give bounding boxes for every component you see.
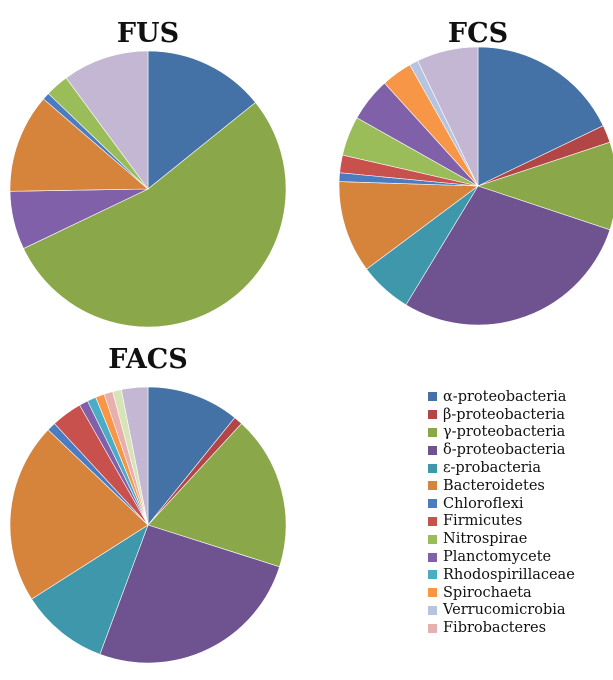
legend-label: Firmicutes [443, 513, 523, 530]
legend-label: Rhodospirillaceae [443, 566, 575, 583]
legend-item: Bacteroidetes [428, 477, 575, 495]
legend-label: δ-proteobacteria [443, 442, 566, 459]
legend-swatch [428, 534, 437, 544]
pie-slice [9, 429, 149, 600]
legend-item: Spirochaeta [428, 584, 575, 602]
legend-label: ε-probacteria [443, 460, 542, 477]
legend-label: Fibrobacteres [443, 620, 547, 637]
legend-item: α-proteobacteria [428, 388, 575, 406]
legend-label: γ-proteobacteria [443, 424, 566, 441]
legend-swatch [428, 481, 437, 491]
pie-fcs [338, 46, 613, 326]
legend-label: Nitrospirae [443, 531, 528, 548]
pie-slice [477, 46, 604, 187]
legend: α-proteobacteria β-proteobacteria γ-prot… [428, 388, 575, 637]
legend-swatch [428, 463, 437, 473]
legend-item: β-proteobacteria [428, 406, 575, 424]
legend-label: α-proteobacteria [443, 388, 567, 405]
legend-swatch [428, 605, 437, 615]
legend-label: Chloroflexi [443, 495, 524, 512]
legend-item: Rhodospirillaceae [428, 566, 575, 584]
legend-label: Planctomycete [443, 549, 552, 566]
legend-label: Verrucomicrobia [443, 602, 566, 619]
legend-item: Firmicutes [428, 513, 575, 531]
pie-slice [65, 50, 149, 190]
pie-slice [477, 141, 613, 231]
legend-swatch [428, 392, 437, 402]
legend-item: Chloroflexi [428, 495, 575, 513]
pie-fus [9, 50, 287, 328]
legend-label: Spirochaeta [443, 584, 532, 601]
legend-swatch [428, 445, 437, 455]
pie-slice [120, 386, 149, 526]
legend-swatch [428, 623, 437, 633]
pie-slice [417, 46, 479, 187]
legend-swatch [428, 427, 437, 437]
legend-label: β-proteobacteria [443, 406, 566, 423]
pie-slice [31, 524, 149, 655]
legend-swatch [428, 410, 437, 420]
pie-slice [147, 50, 256, 190]
pie-slice [147, 386, 236, 526]
legend-swatch [428, 552, 437, 562]
legend-item: Nitrospirae [428, 530, 575, 548]
legend-item: Verrucomicrobia [428, 602, 575, 620]
pie-slice [9, 98, 149, 192]
legend-item: Fibrobacteres [428, 619, 575, 637]
chart-title-fus: FUS [117, 18, 179, 49]
pie-slice [338, 181, 479, 270]
legend-item: δ-proteobacteria [428, 441, 575, 459]
legend-item: γ-proteobacteria [428, 424, 575, 442]
legend-item: Planctomycete [428, 548, 575, 566]
legend-swatch [428, 499, 437, 509]
chart-title-facs: FACS [108, 344, 188, 375]
legend-swatch [428, 570, 437, 580]
legend-swatch [428, 516, 437, 526]
pie-facs [9, 386, 287, 664]
pie-slice [147, 423, 287, 568]
pie-slice [99, 524, 280, 664]
legend-swatch [428, 588, 437, 598]
legend-label: Bacteroidetes [443, 477, 545, 494]
chart-title-fcs: FCS [448, 18, 508, 49]
pie-slice [23, 102, 287, 328]
legend-item: ε-probacteria [428, 459, 575, 477]
